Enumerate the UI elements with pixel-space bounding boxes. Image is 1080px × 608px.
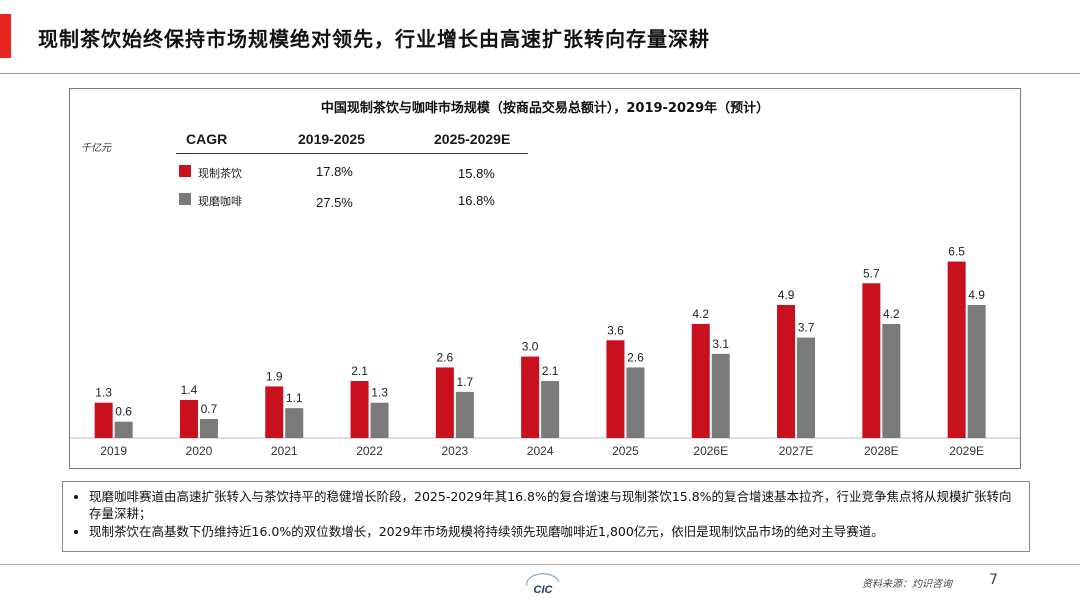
x-tick-label: 2022: [356, 444, 383, 458]
data-label: 1.9: [266, 369, 283, 383]
chart-title: 中国现制茶饮与咖啡市场规模（按商品交易总额计），2019-2029年（预计）: [320, 101, 770, 116]
data-label: 1.4: [181, 383, 198, 397]
cagr-header: CAGR: [186, 131, 228, 147]
bar-coffee: [711, 353, 730, 438]
data-label: 0.6: [115, 405, 132, 419]
x-tick-label: 2026E: [693, 444, 728, 458]
bar-coffee: [541, 381, 560, 438]
bar-coffee: [285, 408, 304, 438]
cagr-period-header: 2019-2025: [298, 131, 365, 147]
data-label: 1.7: [457, 375, 474, 389]
data-label: 2.6: [627, 350, 644, 364]
data-label: 0.7: [201, 402, 218, 416]
bar-tea: [606, 340, 625, 438]
title-divider: [0, 73, 1080, 74]
x-tick-label: 2021: [271, 444, 298, 458]
y-unit-label: 千亿元: [81, 143, 111, 154]
legend-label-tea: 现制茶饮: [198, 168, 242, 180]
bar-coffee: [797, 337, 816, 438]
x-tick-label: 2029E: [949, 444, 984, 458]
bar-tea: [862, 283, 881, 438]
x-tick-label: 2025: [612, 444, 639, 458]
data-label: 2.6: [437, 350, 454, 364]
bar-coffee: [114, 421, 133, 438]
cagr-period-header: 2025-2029E: [434, 131, 511, 147]
accent-bar: [0, 14, 11, 58]
bar-coffee: [626, 367, 645, 438]
bar-coffee: [199, 419, 218, 438]
data-label: 1.1: [286, 391, 303, 405]
bar-tea: [179, 400, 198, 438]
legend-swatch-tea: [179, 165, 191, 177]
x-tick-label: 2028E: [864, 444, 899, 458]
bar-tea: [521, 356, 540, 438]
x-tick-label: 2027E: [779, 444, 814, 458]
notes-box: 现磨咖啡赛道由高速扩张转入与茶饮持平的稳健增长阶段，2025-2029年其16.…: [62, 481, 1030, 552]
cagr-value: 17.8%: [316, 164, 353, 179]
data-label: 2.1: [351, 364, 368, 378]
data-label: 2.1: [542, 364, 559, 378]
x-tick-label: 2020: [186, 444, 213, 458]
data-label: 6.5: [948, 245, 965, 259]
bar-coffee: [882, 324, 901, 438]
x-tick-label: 2023: [441, 444, 468, 458]
bar-tea: [435, 367, 454, 438]
data-label: 3.1: [712, 337, 729, 351]
data-label: 3.0: [522, 340, 539, 354]
cagr-header-rule: [176, 153, 528, 154]
chart-container: 1.3 0.6 2019 1.4 0.7 2020 1.9 1.1 2021 2.1 1.3 2022…: [69, 88, 1021, 469]
data-label: 5.7: [863, 266, 880, 280]
bar-tea: [94, 402, 113, 438]
bar-coffee: [455, 391, 474, 438]
cagr-value: 15.8%: [458, 166, 495, 181]
x-tick-label: 2019: [100, 444, 127, 458]
bar-coffee: [370, 402, 389, 438]
logo-text: CIC: [534, 584, 554, 596]
x-tick-label: 2024: [527, 444, 554, 458]
data-label: 1.3: [371, 386, 388, 400]
cic-logo-icon: CIC: [526, 573, 560, 596]
cagr-value: 27.5%: [316, 195, 353, 210]
bar-tea: [947, 261, 966, 438]
source-note: 资料来源：灼识咨询: [862, 579, 952, 590]
data-label: 4.2: [692, 307, 709, 321]
bar-chart: 1.30.620191.40.720201.91.120212.11.32022…: [70, 245, 1020, 458]
note-item: 现磨咖啡赛道由高速扩张转入与茶饮持平的稳健增长阶段，2025-2029年其16.…: [89, 488, 1019, 522]
data-label: 3.6: [607, 323, 624, 337]
bar-tea: [777, 305, 796, 438]
page-number: 7: [989, 572, 998, 588]
data-label: 3.7: [798, 321, 815, 335]
note-item: 现制茶饮在高基数下仍维持近16.0%的双位数增长，2029年市场规模将持续领先现…: [89, 523, 1019, 540]
page-title: 现制茶饮始终保持市场规模绝对领先，行业增长由高速扩张转向存量深耕: [38, 27, 710, 51]
data-label: 4.9: [778, 288, 795, 302]
data-label: 4.9: [968, 288, 985, 302]
bar-tea: [265, 386, 284, 438]
data-label: 4.2: [883, 307, 900, 321]
cagr-value: 16.8%: [458, 193, 495, 208]
bar-tea: [691, 324, 710, 438]
data-label: 1.3: [95, 386, 112, 400]
legend-swatch-coffee: [179, 193, 191, 205]
legend-label-coffee: 现磨咖啡: [198, 196, 242, 208]
bar-tea: [350, 381, 369, 438]
bar-coffee: [967, 305, 986, 438]
footer-divider: [0, 564, 1080, 565]
